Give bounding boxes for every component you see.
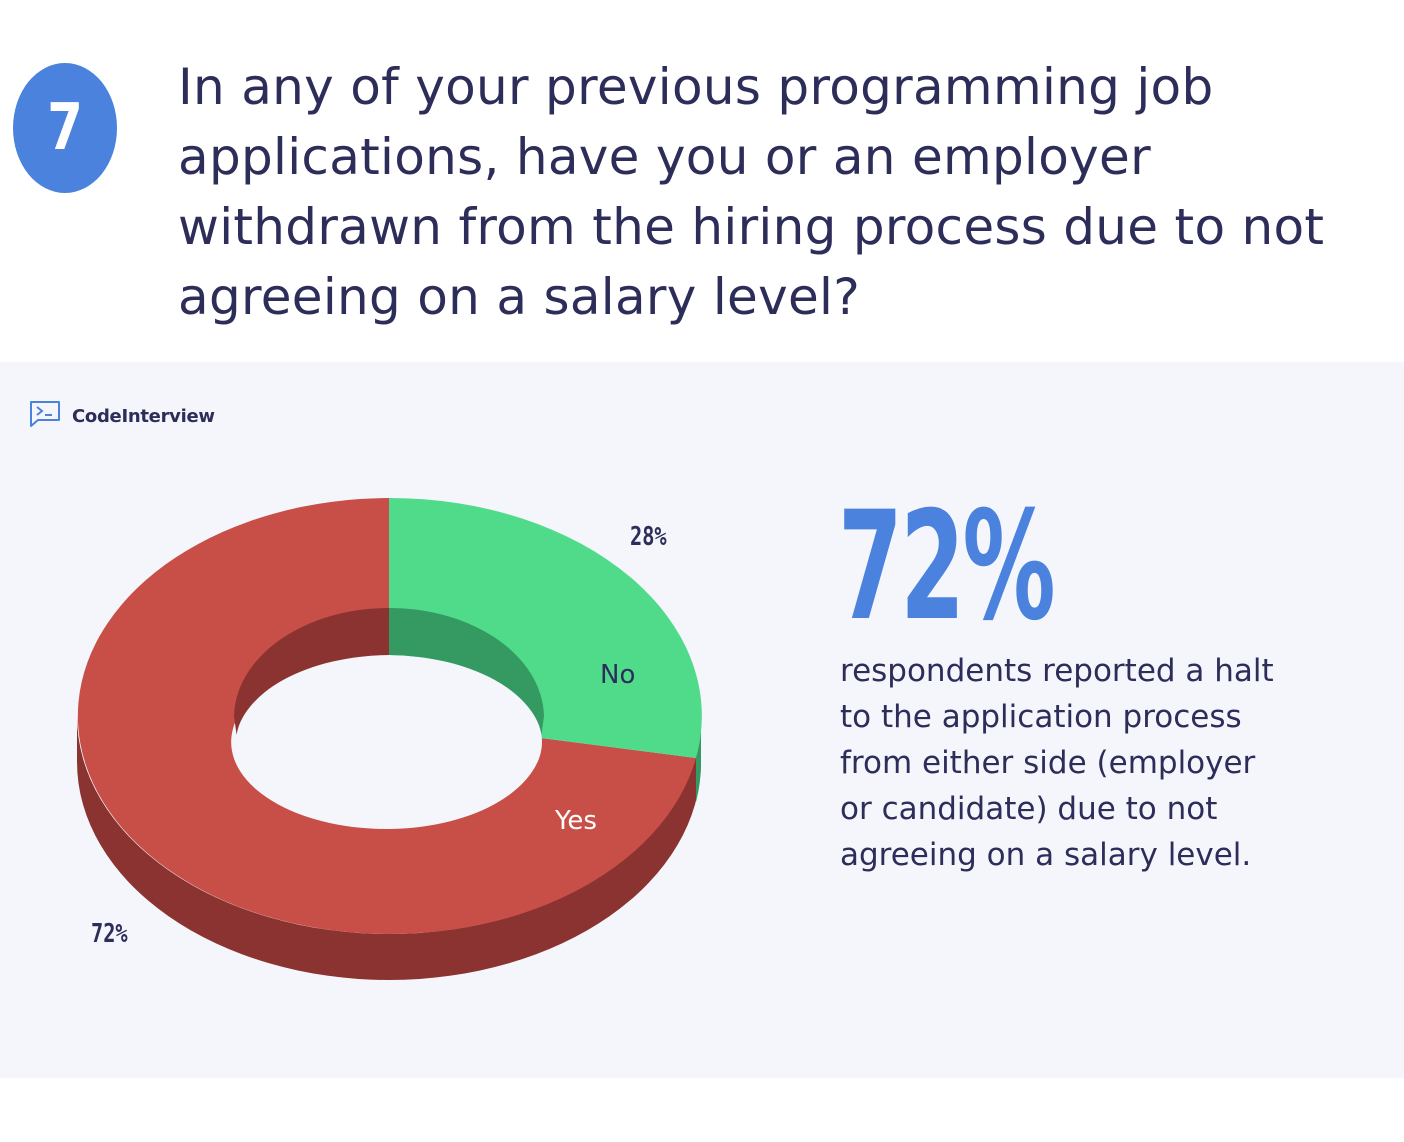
donut-chart (77, 497, 702, 980)
yes-slice-label: Yes (555, 806, 597, 836)
hole-wall-no (389, 608, 544, 738)
no-slice-label: No (600, 660, 636, 690)
donut-hole (236, 658, 542, 826)
summary-stat: 72% (838, 480, 1056, 654)
brand-logo: CodeInterview (28, 400, 215, 433)
question-title: In any of your previous programming job … (178, 58, 1325, 326)
no-slice (389, 497, 702, 758)
terminal-chat-icon (28, 400, 62, 433)
hole-wall-yes (234, 608, 389, 738)
summary-description: respondents reported a halt to the appli… (840, 653, 1274, 873)
no-percentage-label: 28% (630, 522, 667, 552)
chart-panel: CodeInterview No Yes 28% 72% 72% respond… (0, 362, 1404, 1078)
yes-slice-side (77, 716, 701, 980)
yes-percentage-label: 72% (91, 919, 128, 949)
brand-name: CodeInterview (72, 406, 215, 427)
question-number-badge: 7 (13, 63, 117, 193)
yes-slice (77, 498, 696, 934)
